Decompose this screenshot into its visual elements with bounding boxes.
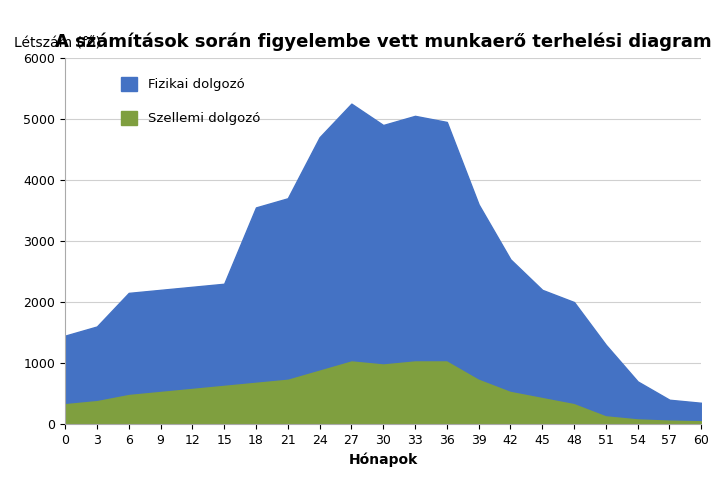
Text: Létszám (fő): Létszám (fő)	[14, 37, 101, 51]
X-axis label: Hónapok: Hónapok	[348, 453, 418, 467]
Title: A számítások során figyelembe vett munkaerő terhelési diagram: A számítások során figyelembe vett munka…	[55, 32, 711, 51]
Legend: Fizikai dolgozó, Szellemi dolgozó: Fizikai dolgozó, Szellemi dolgozó	[116, 72, 265, 131]
